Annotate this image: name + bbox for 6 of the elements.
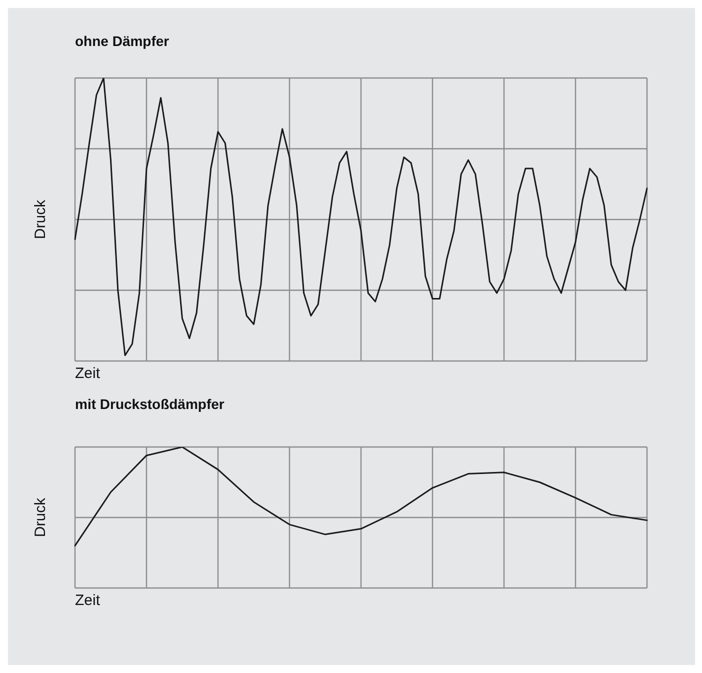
chart-title: ohne Dämpfer <box>75 33 170 49</box>
chart-title: mit Druckstoßdämpfer <box>75 396 224 412</box>
y-axis-title: Druck <box>32 498 49 538</box>
x-axis-title: Zeit <box>75 592 100 609</box>
y-axis-title: Druck <box>32 200 49 240</box>
x-axis-title: Zeit <box>75 365 100 382</box>
